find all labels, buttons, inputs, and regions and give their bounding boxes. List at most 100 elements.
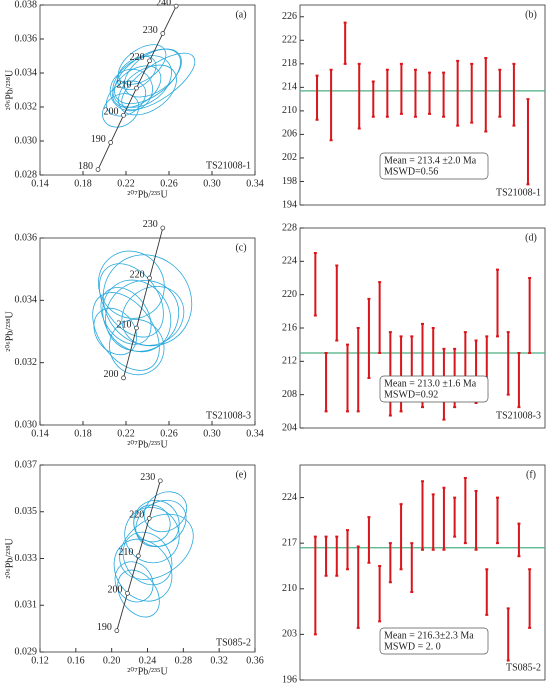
y-tick-label: 0.033: [15, 553, 38, 564]
y-tick-label: 204: [282, 422, 297, 433]
x-tick-label: 0.30: [203, 428, 221, 439]
error-bar: [356, 545, 360, 629]
y-axis-label: ²⁰⁶Pb/²³⁸U: [4, 69, 15, 110]
error-bar: [526, 98, 530, 186]
y-axis-label: ²⁰⁶Pb/²³⁸U: [4, 310, 15, 351]
y-tick-label: 0.028: [15, 169, 38, 180]
panel-label: (a): [235, 9, 246, 20]
error-bar: [324, 535, 328, 577]
error-bar: [388, 542, 392, 584]
x-tick-label: 0.26: [160, 428, 178, 439]
error-bar: [484, 56, 488, 133]
x-axis-label: ²⁰⁷Pb/²³⁵U: [127, 666, 168, 677]
error-ellipse: [105, 80, 147, 117]
age-label: 210: [116, 79, 131, 90]
error-ellipse: [109, 68, 153, 112]
age-label: 240: [156, 0, 171, 8]
y-tick-label: 203: [282, 629, 297, 640]
age-label: 220: [130, 52, 145, 63]
mswd-text: MSWD=0.92: [384, 389, 438, 400]
error-ellipse: [123, 48, 182, 98]
age-label: 200: [104, 369, 119, 380]
panel-label: (f): [526, 469, 536, 480]
error-bar: [431, 493, 435, 551]
concordia-point: [125, 590, 130, 596]
error-ellipse: [93, 307, 137, 356]
panel-label: (c): [235, 242, 246, 253]
age-label: 190: [91, 134, 106, 145]
stats-box: [379, 627, 489, 655]
age-label: 200: [108, 585, 123, 596]
concordia-point: [95, 167, 101, 172]
y-tick-label: 0.031: [15, 600, 38, 611]
concordia-point: [134, 325, 139, 331]
y-tick-label: 0.032: [15, 101, 38, 112]
stats-box: [379, 152, 489, 180]
error-ellipse: [98, 263, 164, 338]
error-bar: [456, 59, 460, 127]
x-tick-label: 0.22: [117, 428, 135, 439]
error-bar: [367, 297, 371, 379]
error-bar: [517, 522, 521, 558]
y-tick-label: 222: [282, 35, 297, 46]
y-tick-label: 0.029: [15, 646, 38, 657]
y-tick-label: 220: [282, 289, 297, 300]
y-tick-label: 206: [282, 129, 297, 140]
error-bar: [346, 529, 349, 571]
error-bar: [485, 568, 489, 616]
y-tick-label: 0.038: [15, 0, 38, 10]
age-label: 220: [129, 510, 144, 521]
error-bar: [399, 62, 403, 115]
error-bar: [453, 496, 457, 538]
error-bar: [313, 535, 317, 636]
concordia-point: [134, 85, 139, 91]
age-label: 210: [116, 319, 131, 330]
y-tick-label: 0.030: [15, 419, 38, 430]
sample-label: TS21008-1: [496, 187, 541, 198]
error-bar: [442, 71, 446, 118]
x-tick-label: 0.20: [103, 655, 121, 666]
sample-label: TS085-2: [506, 662, 541, 673]
sample-label: TS21008-3: [206, 410, 251, 421]
error-ellipse: [114, 561, 154, 603]
age-label: 230: [143, 25, 158, 36]
age-label: 230: [143, 219, 158, 230]
concordia-point: [121, 375, 126, 381]
y-tick-label: 218: [282, 58, 297, 69]
error-bar: [399, 503, 403, 571]
error-bar: [517, 352, 521, 409]
stats-box: [379, 375, 489, 403]
error-bar: [528, 277, 532, 354]
y-tick-label: 224: [282, 256, 297, 267]
error-bar: [346, 343, 349, 413]
error-bar: [498, 68, 502, 118]
x-axis-label: ²⁰⁷Pb/²³⁵U: [127, 439, 168, 450]
mean-text: Mean = 213.0 ±1.6 Ma: [384, 378, 477, 389]
error-bar: [463, 477, 467, 545]
concordia-point: [147, 58, 152, 64]
mean-text: Mean = 213.4 ±2.0 Ma: [384, 155, 477, 166]
error-ellipse: [98, 250, 165, 319]
error-bar: [506, 607, 510, 662]
x-tick-label: 0.30: [203, 178, 221, 189]
y-tick-label: 214: [282, 82, 297, 93]
y-tick-label: 208: [282, 389, 297, 400]
y-tick-label: 0.036: [15, 232, 38, 243]
error-ellipse: [118, 44, 167, 85]
y-tick-label: 0.034: [15, 67, 38, 78]
plot-frame: [299, 464, 546, 681]
y-tick-label: 212: [282, 356, 297, 367]
error-bar: [421, 480, 424, 551]
y-tick-label: 0.035: [15, 506, 38, 517]
error-bar: [442, 486, 446, 551]
error-ellipse: [114, 48, 181, 105]
error-bar: [385, 68, 389, 118]
error-ellipse: [100, 287, 152, 345]
concordia-point: [157, 478, 163, 484]
y-tick-label: 194: [282, 199, 297, 210]
error-bar: [388, 331, 392, 417]
error-bar: [329, 68, 333, 142]
panel-label: (e): [235, 469, 246, 480]
x-tick-label: 0.32: [210, 655, 228, 666]
